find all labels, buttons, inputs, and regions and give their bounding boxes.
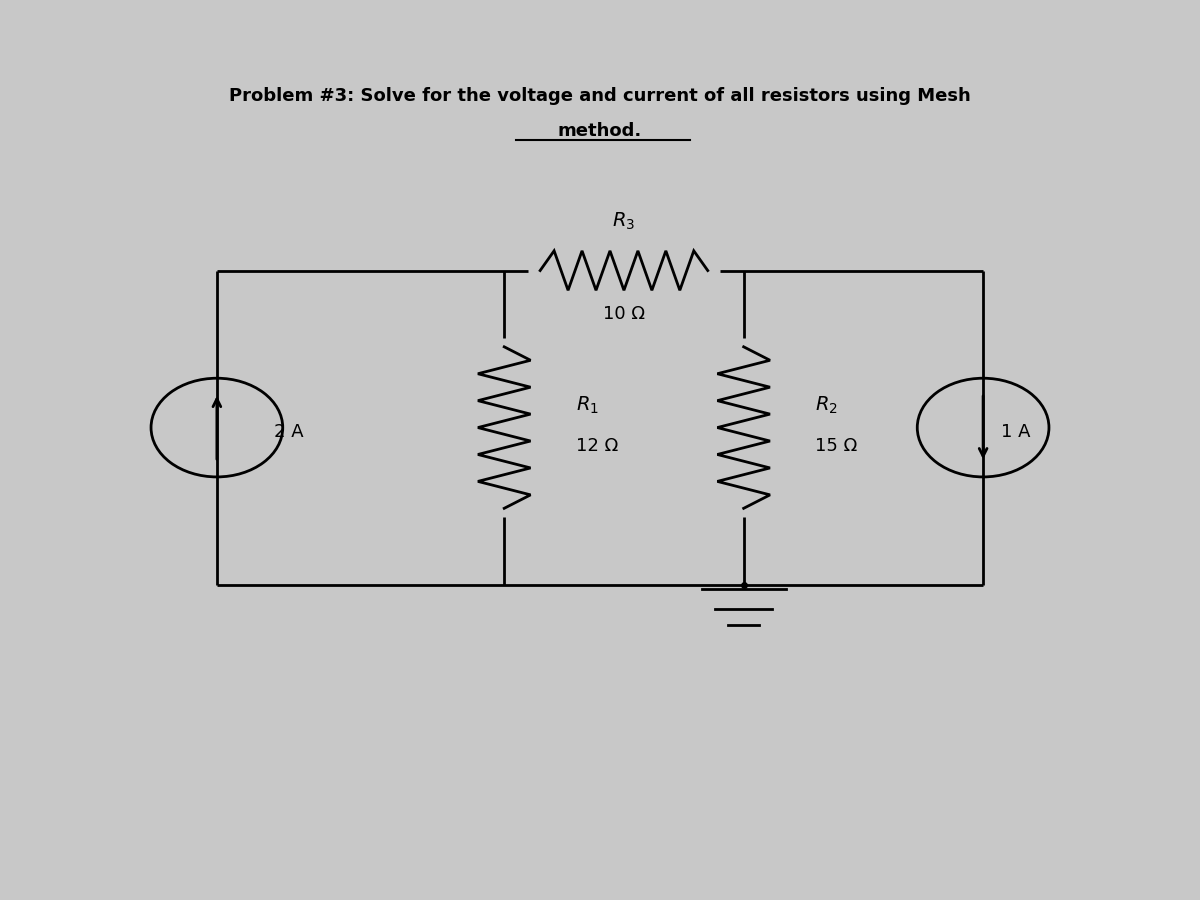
Text: 15 Ω: 15 Ω (816, 436, 858, 454)
Text: 12 Ω: 12 Ω (576, 436, 618, 454)
Text: 10 Ω: 10 Ω (602, 304, 644, 322)
Text: Problem #3: Solve for the voltage and current of all resistors using Mesh: Problem #3: Solve for the voltage and cu… (229, 86, 971, 104)
Text: 2 A: 2 A (275, 423, 304, 441)
Text: $R_1$: $R_1$ (576, 394, 599, 416)
Text: method.: method. (558, 122, 642, 140)
Text: $R_2$: $R_2$ (816, 394, 839, 416)
Text: 1 A: 1 A (1001, 423, 1031, 441)
Text: $R_3$: $R_3$ (612, 211, 636, 232)
